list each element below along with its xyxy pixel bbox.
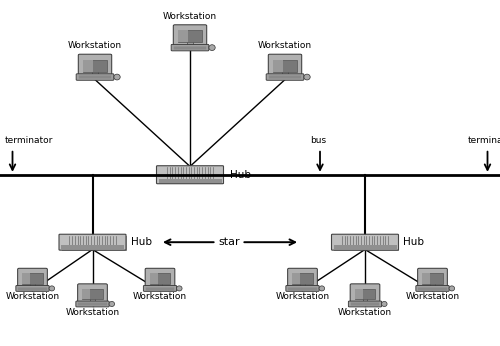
- FancyBboxPatch shape: [288, 268, 318, 287]
- Ellipse shape: [449, 286, 454, 291]
- Text: Workstation: Workstation: [133, 292, 187, 301]
- Bar: [150, 273, 158, 284]
- FancyBboxPatch shape: [332, 234, 398, 250]
- Bar: [178, 30, 202, 42]
- Text: Workstation: Workstation: [68, 41, 122, 50]
- Bar: [282, 70, 288, 75]
- Bar: [158, 282, 162, 286]
- Bar: [62, 236, 126, 251]
- Ellipse shape: [304, 74, 310, 80]
- FancyBboxPatch shape: [348, 301, 382, 307]
- Bar: [422, 273, 442, 284]
- Bar: [274, 60, 282, 72]
- Text: terminator: terminator: [468, 136, 500, 145]
- FancyBboxPatch shape: [145, 268, 175, 287]
- Text: Workstation: Workstation: [406, 292, 460, 301]
- Bar: [362, 298, 368, 302]
- Bar: [84, 60, 106, 72]
- Text: terminator: terminator: [5, 136, 54, 145]
- Text: Hub: Hub: [404, 237, 424, 247]
- FancyBboxPatch shape: [286, 285, 319, 291]
- Ellipse shape: [109, 301, 114, 307]
- Bar: [178, 30, 188, 42]
- Bar: [422, 273, 430, 284]
- Text: Workstation: Workstation: [163, 12, 217, 21]
- Text: Workstation: Workstation: [276, 292, 330, 301]
- Bar: [274, 60, 296, 72]
- Bar: [82, 289, 102, 299]
- Bar: [292, 273, 312, 284]
- Bar: [158, 179, 222, 183]
- FancyBboxPatch shape: [418, 268, 448, 287]
- Ellipse shape: [319, 286, 324, 291]
- Ellipse shape: [176, 286, 182, 291]
- FancyBboxPatch shape: [18, 268, 48, 287]
- Ellipse shape: [209, 45, 215, 51]
- Bar: [430, 282, 435, 286]
- FancyBboxPatch shape: [76, 74, 114, 80]
- Bar: [355, 289, 375, 299]
- Bar: [30, 282, 35, 286]
- FancyBboxPatch shape: [416, 285, 449, 291]
- Text: Workstation: Workstation: [258, 41, 312, 50]
- Text: bus: bus: [310, 136, 326, 145]
- Bar: [300, 282, 305, 286]
- FancyBboxPatch shape: [174, 25, 206, 46]
- Bar: [22, 273, 42, 284]
- Text: Workstation: Workstation: [6, 292, 60, 301]
- Bar: [90, 298, 95, 302]
- Text: Workstation: Workstation: [338, 308, 392, 317]
- Bar: [334, 246, 396, 249]
- Bar: [334, 236, 399, 251]
- FancyBboxPatch shape: [16, 285, 49, 291]
- FancyBboxPatch shape: [156, 166, 224, 184]
- Text: star: star: [218, 237, 240, 247]
- Ellipse shape: [49, 286, 54, 291]
- Bar: [159, 168, 224, 184]
- Text: Workstation: Workstation: [66, 308, 120, 317]
- FancyBboxPatch shape: [266, 74, 304, 80]
- Bar: [292, 273, 300, 284]
- Bar: [61, 246, 124, 249]
- Ellipse shape: [114, 74, 120, 80]
- Ellipse shape: [382, 301, 387, 307]
- FancyBboxPatch shape: [144, 285, 176, 291]
- FancyBboxPatch shape: [59, 234, 126, 250]
- Text: Hub: Hub: [131, 237, 152, 247]
- FancyBboxPatch shape: [76, 301, 109, 307]
- Text: Hub: Hub: [230, 170, 251, 180]
- FancyBboxPatch shape: [78, 284, 108, 302]
- Bar: [22, 273, 30, 284]
- FancyBboxPatch shape: [350, 284, 380, 302]
- Bar: [84, 60, 92, 72]
- Bar: [355, 289, 363, 299]
- Bar: [150, 273, 170, 284]
- Bar: [82, 289, 90, 299]
- FancyBboxPatch shape: [171, 44, 209, 51]
- Bar: [92, 70, 98, 75]
- FancyBboxPatch shape: [268, 54, 302, 75]
- Bar: [188, 41, 192, 45]
- FancyBboxPatch shape: [78, 54, 112, 75]
